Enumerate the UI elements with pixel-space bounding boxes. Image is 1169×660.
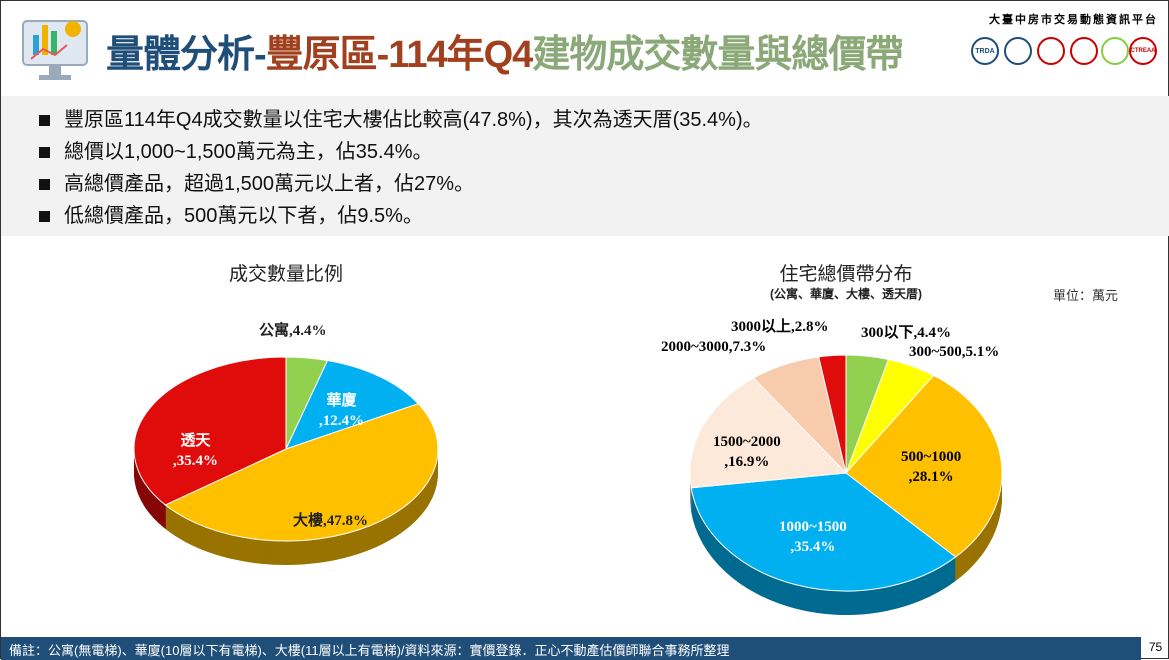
bullet-text: 高總價產品，超過1,500萬元以上者，佔27%。 [64, 173, 475, 195]
pie-slice [164, 403, 439, 542]
data-label: 華廈 ,12.4% [319, 393, 364, 429]
association-logo-2 [1004, 37, 1032, 65]
pie-slice [818, 354, 847, 474]
chart-subtitle: (公寓、華廈、大樓、透天厝) [770, 287, 922, 301]
bullet-item: 豐原區114年Q4成交數量以住宅大樓佔比較高(47.8%)，其次為透天厝(35.… [39, 104, 1169, 136]
bullet-text: 總價以1,000~1,500萬元為主，佔35.4%。 [64, 141, 433, 163]
pie-slice [285, 359, 420, 450]
unit-label: 單位：萬元 [1053, 288, 1119, 303]
pie-slice [845, 374, 1003, 558]
data-label: 公寓,4.4% [259, 323, 327, 339]
pie-slice [689, 377, 848, 489]
page-number: 75 [1148, 640, 1163, 654]
data-label: 2000~3000,7.3% [661, 339, 767, 355]
title-part-1: 量體分析- [106, 34, 267, 76]
bullet-text: 豐原區114年Q4成交數量以住宅大樓佔比較高(47.8%)，其次為透天厝(35.… [64, 109, 763, 131]
data-label: 300~500,5.1% [909, 344, 1000, 360]
chart-title-left: 成交數量比例 [228, 264, 343, 285]
ctreaa-logo: CTREAA [1129, 37, 1157, 65]
data-label: 大樓,47.8% [293, 513, 369, 529]
bullet-text: 低總價產品，500萬元以下者，佔9.5%。 [64, 205, 423, 227]
analytics-monitor-icon [22, 20, 88, 80]
association-logo-3 [1037, 37, 1065, 65]
logo-text: CTREAA [1130, 48, 1156, 54]
pie-slice [690, 472, 957, 592]
data-label: 3000以上,2.8% [731, 319, 829, 335]
footer-note: 備註：公寓(無電梯)、華廈(10層以下有電梯)、大樓(11層以上有電梯)/資料來… [1, 637, 1141, 660]
data-label: 1000~1500 ,35.4% [779, 519, 847, 555]
bullet-item: 高總價產品，超過1,500萬元以上者，佔27%。 [39, 168, 1169, 200]
association-logo-5 [1101, 37, 1129, 65]
data-label: 透天 ,35.4% [173, 433, 218, 469]
data-label: 300以下,4.4% [861, 325, 952, 341]
page-title: 量體分析-豐原區-114年Q4建物成交數量與總價帶 [106, 23, 903, 78]
title-part-2: 豐原區-114年Q4 [265, 34, 534, 76]
logo-text: TRDA [975, 47, 995, 55]
bullet-item: 總價以1,000~1,500萬元為主，佔35.4%。 [39, 136, 1169, 168]
trda-logo: TRDA [971, 37, 999, 65]
data-label: 1500~2000 ,16.9% [713, 434, 781, 470]
bullet-square-icon [39, 114, 50, 126]
bullet-square-icon [39, 210, 50, 222]
data-label: 500~1000 ,28.1% [901, 449, 962, 485]
platform-name: 大臺中房市交易動態資訊平台 [989, 14, 1158, 26]
association-logo-4 [1070, 37, 1098, 65]
bullet-square-icon [39, 146, 50, 158]
chart-title-right: 住宅總價帶分布 [779, 264, 913, 285]
summary-bullets: 豐原區114年Q4成交數量以住宅大樓佔比較高(47.8%)，其次為透天厝(35.… [1, 96, 1169, 236]
bullet-square-icon [39, 178, 50, 190]
bullet-item: 低總價產品，500萬元以下者，佔9.5%。 [39, 200, 1169, 232]
title-part-3: 建物成交數量與總價帶 [532, 34, 903, 76]
pie-slice [133, 356, 287, 506]
